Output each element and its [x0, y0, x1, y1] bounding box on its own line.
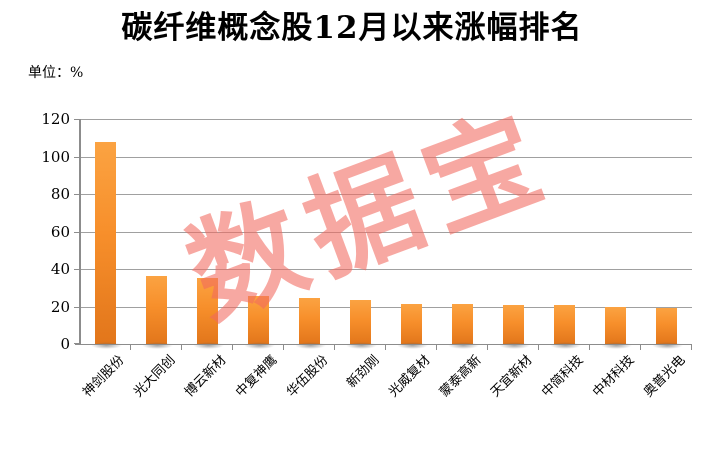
- x-tick-mark: [385, 345, 386, 350]
- unit-label: 单位：%: [28, 65, 84, 81]
- x-category-label: 神剑股份: [80, 352, 128, 401]
- y-tick-label: 60: [50, 222, 70, 241]
- x-axis-labels: 神剑股份 光大同创 博云新材 中复神鹰 华伍股份 新劲刚 光威复材 蒙泰高新 天宜新材 中简科技中…: [80, 350, 692, 450]
- y-axis-line: [79, 119, 81, 344]
- y-tick-mark: [74, 269, 79, 270]
- x-category-label: 中复神鹰: [233, 352, 281, 401]
- x-tick-mark: [334, 345, 335, 350]
- bar-中简科技: [550, 305, 581, 349]
- y-tick-mark: [74, 156, 79, 158]
- x-tick-mark: [487, 345, 488, 350]
- bar-中复神鹰: [244, 296, 275, 349]
- gridline-80: [80, 194, 692, 195]
- bar-光大同创: [142, 276, 173, 349]
- bar-神剑股份: [91, 141, 122, 350]
- bar-蒙泰高新: [448, 304, 479, 349]
- y-tick-mark: [74, 194, 79, 195]
- y-tick-label: 20: [50, 297, 70, 316]
- y-tick-label: 0: [60, 335, 70, 353]
- plot-area: [74, 119, 692, 350]
- gridline-20: [80, 306, 692, 308]
- y-tick-mark: [74, 119, 79, 120]
- bar-博云新材: [193, 278, 224, 349]
- x-category-label: 中材科技: [590, 352, 638, 401]
- bar-光威复材: [397, 303, 428, 350]
- x-category-label: 博云新材: [182, 352, 230, 401]
- x-tick-mark: [589, 345, 590, 350]
- bar-华伍股份: [295, 297, 326, 350]
- x-category-label: 奥普光电: [641, 352, 689, 401]
- x-category-label: 蒙泰高新: [437, 352, 485, 401]
- gridline-60: [80, 231, 692, 233]
- bar-中材科技: [601, 306, 632, 350]
- bar-天宜新材: [499, 305, 530, 349]
- x-tick-mark: [640, 345, 641, 350]
- x-tick-mark: [538, 345, 539, 350]
- y-tick-mark: [74, 231, 79, 233]
- x-tick-mark: [232, 345, 233, 350]
- bar-新劲刚: [346, 300, 377, 349]
- chart-title: 碳纤维概念股12月以来涨幅排名: [121, 10, 583, 46]
- gridline-120: [80, 119, 692, 120]
- y-tick-mark: [74, 306, 79, 308]
- x-tick-mark: [436, 345, 437, 350]
- x-category-label: 中简科技: [539, 352, 587, 401]
- gridline-100: [80, 156, 692, 158]
- x-tick-mark: [283, 345, 284, 350]
- x-tick-mark: [691, 345, 692, 350]
- y-tick-label: 80: [50, 185, 70, 203]
- x-category-label: 新劲刚: [344, 352, 383, 392]
- y-tick-label: 40: [50, 260, 70, 278]
- bar-奥普光电: [652, 308, 683, 349]
- x-axis-line: [75, 343, 692, 345]
- x-category-label: 光大同创: [131, 352, 179, 401]
- gridline-40: [80, 269, 692, 270]
- x-category-label: 华伍股份: [284, 352, 332, 401]
- y-tick-label: 100: [41, 147, 70, 166]
- x-category-label: 光威复材: [386, 352, 434, 401]
- x-tick-mark: [130, 345, 131, 350]
- y-tick-label: 120: [41, 110, 70, 128]
- x-category-label: 天宜新材: [488, 352, 536, 401]
- x-tick-mark: [181, 345, 182, 350]
